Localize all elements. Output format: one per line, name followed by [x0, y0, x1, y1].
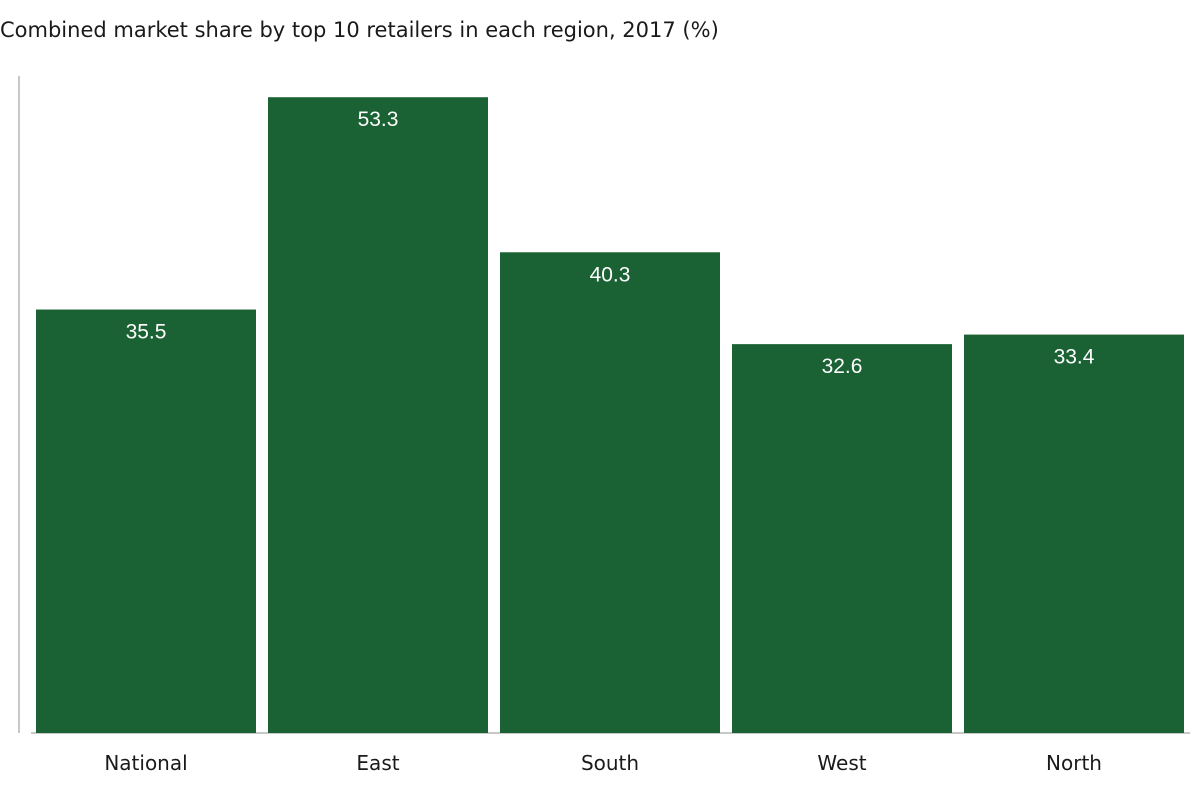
value-label-east: 53.3: [358, 108, 399, 131]
x-tick-label-west: West: [817, 751, 866, 775]
bar-national: [36, 309, 256, 733]
value-label-north: 33.4: [1054, 346, 1095, 369]
x-tick-labels-group: National East South West North: [104, 751, 1102, 775]
x-tick-label-south: South: [581, 751, 639, 775]
x-tick-label-national: National: [104, 751, 187, 775]
bar-west: [732, 344, 952, 733]
value-label-national: 35.5: [126, 321, 167, 344]
bar-east: [268, 97, 488, 733]
bar-north: [964, 334, 1184, 733]
value-label-south: 40.3: [590, 263, 631, 286]
value-labels-group: 35.5 53.3 40.3 32.6 33.4: [126, 108, 1095, 378]
value-label-west: 32.6: [822, 355, 863, 378]
bars-group: [36, 97, 1184, 733]
x-tick-label-north: North: [1046, 751, 1102, 775]
bar-south: [500, 252, 720, 733]
x-tick-label-east: East: [356, 751, 399, 775]
chart-title: Combined market share by top 10 retailer…: [0, 18, 719, 42]
